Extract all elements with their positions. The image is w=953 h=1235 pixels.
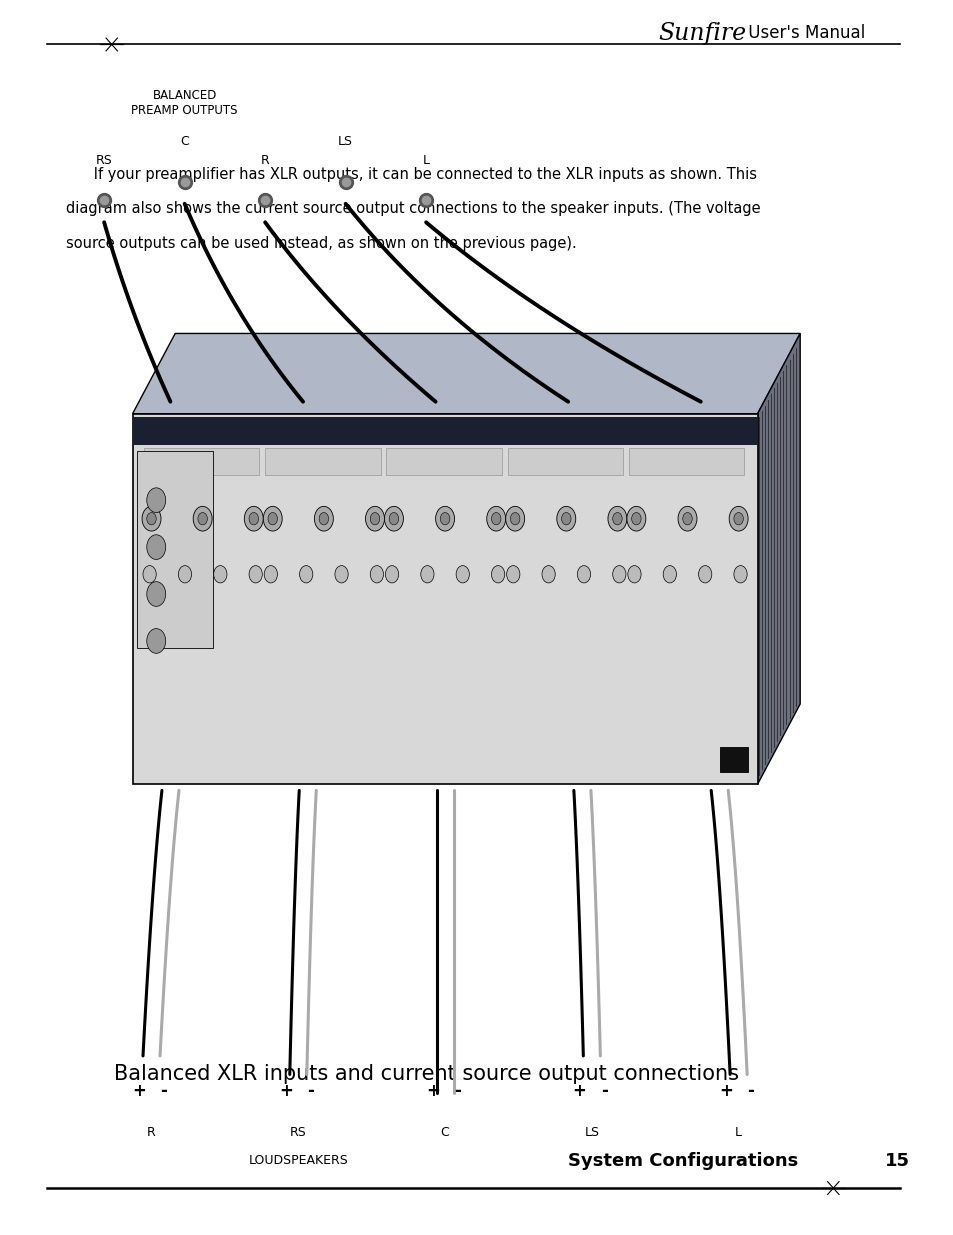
Circle shape <box>147 535 166 559</box>
Circle shape <box>142 506 161 531</box>
Text: +: + <box>425 1082 439 1099</box>
Circle shape <box>612 513 621 525</box>
Text: LS: LS <box>584 1126 598 1139</box>
Circle shape <box>420 566 434 583</box>
Text: source outputs can be used instead, as shown on the previous page).: source outputs can be used instead, as s… <box>66 236 577 251</box>
Circle shape <box>626 506 645 531</box>
Text: -: - <box>747 1082 754 1099</box>
Bar <box>144 448 259 475</box>
Circle shape <box>249 566 262 583</box>
Text: C: C <box>440 1126 449 1139</box>
Circle shape <box>147 488 166 513</box>
Polygon shape <box>757 333 800 784</box>
Text: LS: LS <box>337 135 353 148</box>
Circle shape <box>147 513 156 525</box>
Text: C: C <box>180 135 189 148</box>
Circle shape <box>456 566 469 583</box>
Circle shape <box>314 506 333 531</box>
Circle shape <box>612 566 625 583</box>
Circle shape <box>440 513 449 525</box>
Circle shape <box>370 566 383 583</box>
Text: Sunfire: Sunfire <box>658 22 745 44</box>
Text: RS: RS <box>290 1126 306 1139</box>
Circle shape <box>557 506 576 531</box>
Bar <box>386 448 501 475</box>
Text: diagram also shows the current source output connections to the speaker inputs. : diagram also shows the current source ou… <box>66 201 760 216</box>
Circle shape <box>147 582 166 606</box>
Text: RS: RS <box>95 153 112 167</box>
Text: +: + <box>279 1082 293 1099</box>
Circle shape <box>213 566 227 583</box>
Text: LOUDSPEAKERS: LOUDSPEAKERS <box>248 1155 348 1167</box>
Text: L: L <box>735 1126 741 1139</box>
Text: BALANCED
PREAMP OUTPUTS: BALANCED PREAMP OUTPUTS <box>132 89 237 117</box>
Circle shape <box>486 506 505 531</box>
Circle shape <box>733 513 742 525</box>
Text: -: - <box>454 1082 460 1099</box>
Circle shape <box>385 566 398 583</box>
Circle shape <box>698 566 711 583</box>
Circle shape <box>678 506 697 531</box>
Circle shape <box>631 513 640 525</box>
Circle shape <box>491 513 500 525</box>
Text: User's Manual: User's Manual <box>742 25 864 42</box>
Circle shape <box>264 566 277 583</box>
Circle shape <box>506 566 519 583</box>
Circle shape <box>370 513 379 525</box>
Polygon shape <box>132 414 757 784</box>
Text: -: - <box>160 1082 167 1099</box>
Circle shape <box>561 513 571 525</box>
Circle shape <box>607 506 626 531</box>
Text: 15: 15 <box>884 1152 909 1170</box>
Circle shape <box>384 506 403 531</box>
Text: R: R <box>260 153 270 167</box>
Text: If your preamplifier has XLR outputs, it can be connected to the XLR inputs as s: If your preamplifier has XLR outputs, it… <box>66 167 757 182</box>
Text: +: + <box>132 1082 146 1099</box>
Circle shape <box>662 566 676 583</box>
Circle shape <box>728 506 747 531</box>
Text: +: + <box>719 1082 733 1099</box>
Circle shape <box>244 506 263 531</box>
Circle shape <box>577 566 590 583</box>
Bar <box>507 448 622 475</box>
Circle shape <box>197 513 207 525</box>
Circle shape <box>147 629 166 653</box>
Text: +: + <box>572 1082 586 1099</box>
Bar <box>265 448 380 475</box>
Circle shape <box>193 506 212 531</box>
Text: Balanced XLR inputs and current source output connections: Balanced XLR inputs and current source o… <box>113 1065 738 1084</box>
Text: -: - <box>307 1082 314 1099</box>
Circle shape <box>249 513 258 525</box>
Circle shape <box>510 513 519 525</box>
Circle shape <box>541 566 555 583</box>
Circle shape <box>505 506 524 531</box>
Text: L: L <box>422 153 429 167</box>
Circle shape <box>491 566 504 583</box>
Circle shape <box>299 566 313 583</box>
Bar <box>132 417 757 445</box>
Circle shape <box>733 566 746 583</box>
Circle shape <box>319 513 328 525</box>
Circle shape <box>178 566 192 583</box>
Circle shape <box>268 513 277 525</box>
Polygon shape <box>132 333 800 414</box>
Circle shape <box>365 506 384 531</box>
Bar <box>719 747 747 772</box>
Circle shape <box>682 513 692 525</box>
Bar <box>137 451 213 648</box>
Circle shape <box>263 506 282 531</box>
Circle shape <box>389 513 398 525</box>
Text: System Configurations: System Configurations <box>568 1152 798 1170</box>
Circle shape <box>627 566 640 583</box>
Bar <box>628 448 743 475</box>
Text: R: R <box>147 1126 155 1139</box>
Text: -: - <box>600 1082 607 1099</box>
Circle shape <box>436 506 454 531</box>
Circle shape <box>143 566 156 583</box>
Circle shape <box>335 566 348 583</box>
